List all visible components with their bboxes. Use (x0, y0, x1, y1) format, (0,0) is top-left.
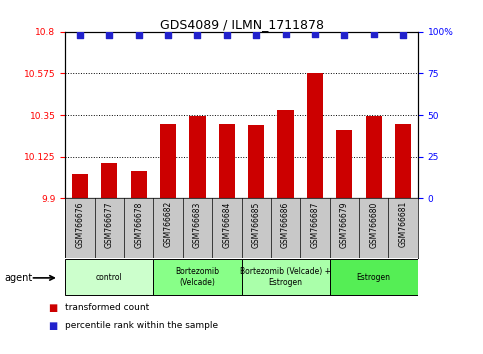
Text: GSM766684: GSM766684 (222, 201, 231, 248)
Bar (154, 259, 242, 295)
Bar (395, 124, 411, 198)
Text: control: control (96, 273, 123, 281)
Text: Bortezomib
(Velcade): Bortezomib (Velcade) (175, 267, 219, 287)
Text: agent: agent (5, 273, 33, 283)
Bar (336, 130, 353, 198)
Text: GSM766679: GSM766679 (340, 201, 349, 248)
Bar (65, 259, 154, 295)
Point (135, 32, 142, 38)
Bar (248, 125, 264, 198)
Point (282, 31, 289, 36)
Point (399, 32, 407, 38)
Bar (278, 109, 294, 198)
Point (223, 32, 231, 38)
Bar (101, 163, 117, 198)
Text: GSM766676: GSM766676 (75, 201, 85, 248)
Text: GSM766687: GSM766687 (311, 201, 319, 248)
Bar (242, 259, 330, 295)
Text: GSM766682: GSM766682 (164, 201, 172, 247)
Text: Estrogen: Estrogen (357, 273, 391, 281)
Text: ■: ■ (48, 303, 57, 313)
Point (311, 31, 319, 36)
Text: GSM766683: GSM766683 (193, 201, 202, 248)
Text: Bortezomib (Velcade) +
Estrogen: Bortezomib (Velcade) + Estrogen (240, 267, 331, 287)
Text: transformed count: transformed count (65, 303, 149, 313)
Text: GSM766686: GSM766686 (281, 201, 290, 248)
Text: GSM766685: GSM766685 (252, 201, 261, 248)
Text: GSM766681: GSM766681 (398, 201, 408, 247)
Bar (329, 259, 418, 295)
Title: GDS4089 / ILMN_1711878: GDS4089 / ILMN_1711878 (159, 18, 324, 31)
Bar (366, 116, 382, 198)
Text: GSM766680: GSM766680 (369, 201, 378, 248)
Bar (130, 171, 147, 198)
Point (194, 32, 201, 38)
Point (76, 32, 84, 38)
Bar (307, 74, 323, 198)
Point (370, 31, 378, 36)
Point (105, 32, 113, 38)
Bar (219, 124, 235, 198)
Point (164, 32, 172, 38)
Text: GSM766678: GSM766678 (134, 201, 143, 248)
Text: percentile rank within the sample: percentile rank within the sample (65, 321, 218, 330)
Bar (72, 174, 88, 198)
Bar (160, 124, 176, 198)
Point (252, 32, 260, 38)
Text: GSM766677: GSM766677 (105, 201, 114, 248)
Text: ■: ■ (48, 321, 57, 331)
Bar (189, 116, 205, 198)
Point (341, 32, 348, 38)
